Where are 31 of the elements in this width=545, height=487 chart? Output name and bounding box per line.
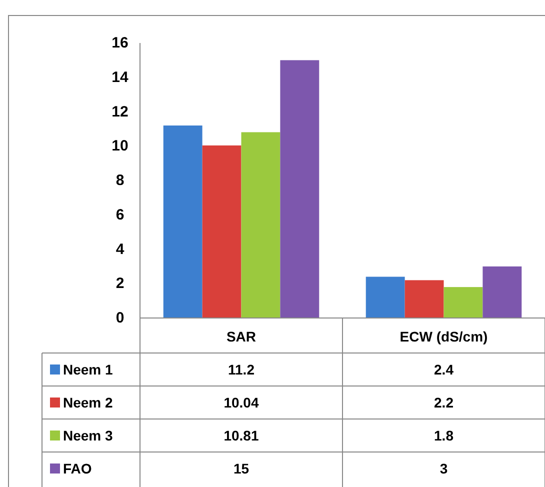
data-label: 10.04 — [224, 394, 259, 410]
data-label: 2.2 — [434, 394, 454, 410]
bar — [366, 276, 405, 318]
bar — [404, 280, 444, 318]
x-tick-label: SAR — [226, 328, 256, 344]
data-label: 10.81 — [224, 428, 259, 444]
data-label: 3 — [440, 460, 448, 476]
x-tick-label: ECW (dS/cm) — [400, 328, 488, 344]
y-tick-label: 10 — [112, 138, 128, 155]
data-label: 1.8 — [434, 428, 454, 444]
y-tick-label: 16 — [112, 34, 128, 52]
y-tick-label: 4 — [116, 240, 125, 258]
bar — [202, 145, 242, 318]
legend-label: FAO — [63, 460, 92, 476]
data-label: 2.4 — [434, 362, 454, 378]
legend-label: Neem 3 — [63, 428, 114, 444]
bar — [444, 287, 483, 318]
bar — [482, 266, 522, 318]
bar — [280, 60, 320, 318]
data-label: 15 — [233, 460, 250, 476]
y-tick-label: 12 — [112, 103, 128, 120]
y-tick-label: 0 — [116, 310, 124, 326]
y-tick-label: 2 — [116, 275, 124, 292]
bar — [241, 132, 280, 318]
data-label: 11.2 — [228, 362, 255, 378]
legend-label: Neem 2 — [63, 394, 114, 410]
y-tick-label: 14 — [112, 68, 129, 86]
legend-label: Neem 1 — [63, 362, 114, 378]
y-tick-label: 8 — [116, 172, 124, 189]
y-tick-label: 6 — [116, 206, 124, 224]
bar — [163, 126, 202, 318]
